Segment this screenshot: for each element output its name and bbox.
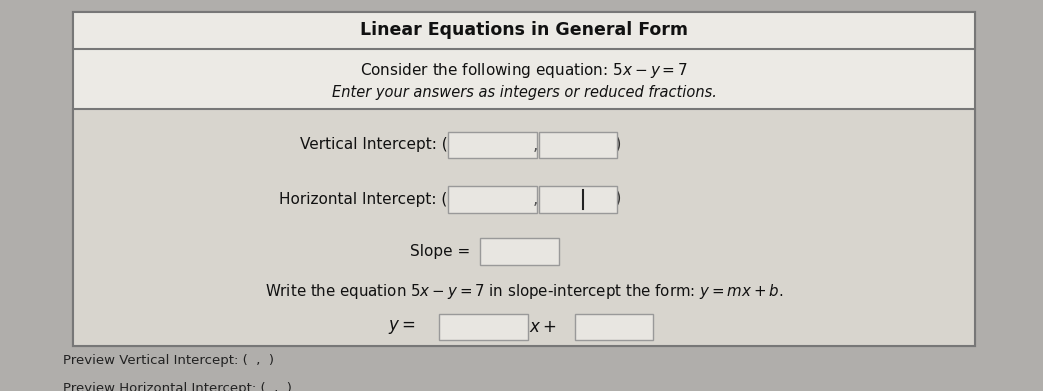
Text: ): ) bbox=[614, 136, 621, 154]
Text: ,: , bbox=[533, 190, 538, 208]
Text: $y =$: $y =$ bbox=[388, 318, 416, 336]
Text: $x +$: $x +$ bbox=[529, 318, 556, 336]
Text: Vertical Intercept: (: Vertical Intercept: ( bbox=[299, 138, 447, 152]
Text: Linear Equations in General Form: Linear Equations in General Form bbox=[360, 21, 688, 39]
Text: Write the equation $5x - y = 7$ in slope-intercept the form: $y = mx + b$.: Write the equation $5x - y = 7$ in slope… bbox=[265, 282, 783, 301]
Text: ): ) bbox=[614, 190, 621, 208]
FancyBboxPatch shape bbox=[73, 12, 975, 346]
FancyBboxPatch shape bbox=[576, 314, 653, 341]
FancyBboxPatch shape bbox=[73, 12, 975, 49]
Text: Horizontal Intercept: (: Horizontal Intercept: ( bbox=[280, 192, 447, 207]
FancyBboxPatch shape bbox=[448, 132, 537, 158]
FancyBboxPatch shape bbox=[539, 132, 617, 158]
Text: Consider the following equation: $5x - y = 7$: Consider the following equation: $5x - y… bbox=[360, 61, 688, 80]
FancyBboxPatch shape bbox=[73, 109, 975, 346]
Text: Slope =: Slope = bbox=[410, 244, 470, 259]
Text: ,: , bbox=[533, 136, 538, 154]
FancyBboxPatch shape bbox=[439, 314, 528, 341]
FancyBboxPatch shape bbox=[481, 238, 559, 265]
FancyBboxPatch shape bbox=[448, 186, 537, 213]
Text: Preview Vertical Intercept: (  ,  ): Preview Vertical Intercept: ( , ) bbox=[63, 354, 273, 367]
Text: Enter your answers as integers or reduced fractions.: Enter your answers as integers or reduce… bbox=[332, 85, 717, 100]
FancyBboxPatch shape bbox=[539, 186, 617, 213]
Text: Preview Horizontal Intercept: (  ,  ): Preview Horizontal Intercept: ( , ) bbox=[63, 382, 291, 391]
